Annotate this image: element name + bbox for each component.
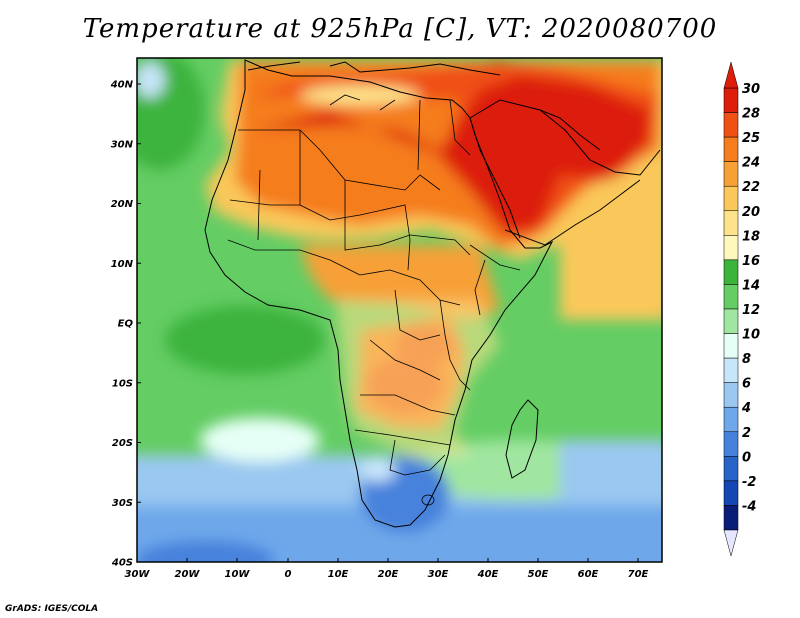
colorbar-label: 8 xyxy=(742,352,751,367)
colorbar-swatch xyxy=(723,456,739,482)
colorbar-label: 18 xyxy=(742,229,760,244)
colorbar-swatch xyxy=(723,284,739,310)
colorbar-label: 28 xyxy=(742,107,760,122)
lat-tick-label: 10N xyxy=(111,259,134,270)
temperature-field xyxy=(137,58,662,562)
lat-tick-label: 40N xyxy=(110,80,134,91)
colorbar-label: 30 xyxy=(742,82,760,97)
colorbar-swatch xyxy=(723,406,739,433)
latitude-axis: 40N 30N 20N 10N EQ 10S 20S 30S 40S xyxy=(110,80,141,569)
lon-tick-label: 70E xyxy=(628,569,649,580)
lat-tick-label: 30N xyxy=(111,139,134,150)
lat-tick-label: EQ xyxy=(118,319,134,330)
lon-tick-label: 0 xyxy=(285,569,292,580)
lat-tick-label: 10S xyxy=(112,378,133,389)
colorbar-swatch xyxy=(723,308,739,334)
lat-tick-label: 20S xyxy=(112,438,133,449)
lon-tick-label: 50E xyxy=(528,569,549,580)
lat-tick-label: 20N xyxy=(111,199,134,210)
colorbar-swatch xyxy=(723,136,739,162)
colorbar-label: -2 xyxy=(742,475,756,490)
lat-tick-label: 30S xyxy=(112,498,133,509)
colorbar-label: 22 xyxy=(742,180,760,195)
colorbar-swatch xyxy=(723,235,739,261)
colorbar-label: 4 xyxy=(741,401,751,416)
colorbar-swatch xyxy=(723,161,739,187)
colorbar-swatch xyxy=(723,382,739,408)
lon-tick-label: 10W xyxy=(225,569,251,580)
map-title: Temperature at 925hPa [C], VT: 202008070… xyxy=(82,14,718,44)
colorbar-swatch xyxy=(723,259,739,285)
footer-credit: GrADS: IGES/COLA xyxy=(5,604,99,614)
colorbar-label: 10 xyxy=(742,328,760,343)
colorbar-swatch xyxy=(723,87,739,113)
country-borders xyxy=(227,94,521,476)
colorbar-swatch xyxy=(723,357,739,383)
lon-tick-label: 10E xyxy=(328,569,349,580)
colorbar-label: 2 xyxy=(742,426,751,441)
colorbar-label: 0 xyxy=(742,450,751,465)
colorbar-swatch xyxy=(723,431,739,457)
colorbar-label: 6 xyxy=(742,377,751,392)
colorbar-label: 16 xyxy=(742,254,760,269)
lon-tick-label: 30E xyxy=(428,569,449,580)
colorbar-label: 25 xyxy=(742,131,760,146)
colorbar-swatch xyxy=(723,505,739,531)
lon-tick-label: 40E xyxy=(477,569,499,580)
colorbar-swatch xyxy=(723,210,739,236)
colorbar-top-arrow xyxy=(723,61,739,89)
colorbar-swatch xyxy=(723,112,739,138)
map-frame xyxy=(136,57,663,563)
colorbar-swatch xyxy=(723,185,739,212)
lesotho-border xyxy=(421,494,435,506)
lat-tick-label: 40S xyxy=(111,558,133,569)
colorbar-swatch xyxy=(723,333,739,359)
colorbar-label: 14 xyxy=(742,278,760,293)
lon-tick-label: 20W xyxy=(175,569,201,580)
lon-tick-label: 60E xyxy=(578,569,599,580)
colorbar-label: 20 xyxy=(742,205,760,220)
coastlines xyxy=(204,59,661,528)
lon-tick-label: 20E xyxy=(378,569,399,580)
colorbar-label: -4 xyxy=(742,499,756,514)
colorbar-bottom-arrow xyxy=(723,529,739,557)
lon-tick-label: 30W xyxy=(125,569,151,580)
colorbar-swatch xyxy=(723,480,739,506)
colorbar-label: 12 xyxy=(742,303,760,318)
longitude-axis: 30W 20W 10W 0 10E 20E 30E 40E 50E 60E 70E xyxy=(125,558,649,580)
colorbar-label: 24 xyxy=(742,156,760,171)
